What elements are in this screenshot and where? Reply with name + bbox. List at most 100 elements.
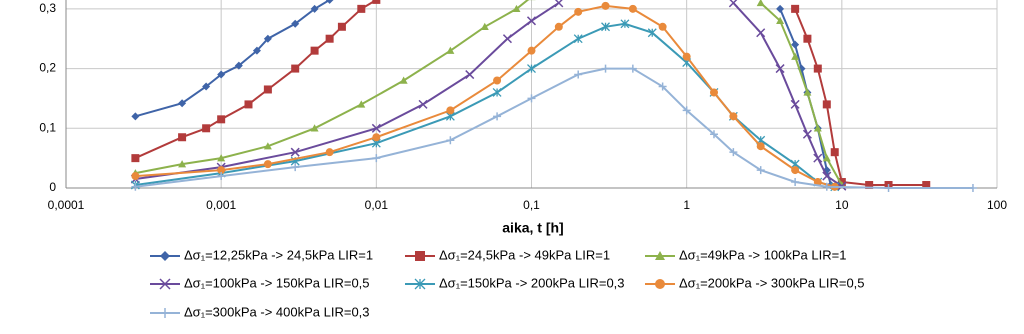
marker (574, 70, 583, 79)
marker (465, 70, 475, 80)
legend-item: Δσ₁=49kPa -> 100kPa LIR=1 (645, 247, 846, 262)
marker (371, 123, 381, 133)
marker (865, 181, 874, 190)
marker (756, 142, 765, 151)
marker (601, 22, 610, 32)
legend-text: Δσ₁=100kPa -> 150kPa LIR=0,5 (184, 275, 370, 290)
marker (776, 4, 785, 13)
marker (830, 148, 839, 157)
x-tick-label: 10 (835, 198, 849, 212)
marker (573, 34, 583, 44)
marker (802, 129, 812, 139)
marker (554, 22, 563, 31)
x-tick-label: 0,01 (365, 198, 389, 212)
marker (813, 153, 823, 163)
y-tick-label: 0,1 (39, 120, 56, 134)
marker (527, 46, 536, 55)
marker (325, 34, 334, 43)
marker (291, 64, 300, 73)
legend-item: Δσ₁=150kPa -> 200kPa LIR=0,3 (405, 275, 625, 290)
marker (655, 251, 665, 260)
marker (399, 76, 408, 84)
marker (756, 0, 765, 7)
marker (493, 112, 502, 121)
legend-item: Δσ₁=200kPa -> 300kPa LIR=0,5 (645, 275, 865, 290)
marker (178, 99, 187, 108)
legend-text: Δσ₁=12,25kPa -> 24,5kPa LIR=1 (184, 247, 373, 262)
marker (574, 7, 583, 16)
marker (325, 148, 334, 157)
marker (527, 94, 536, 103)
marker (791, 178, 800, 187)
marker (310, 124, 319, 132)
y-tick-label: 0,3 (39, 1, 56, 15)
marker (217, 154, 226, 162)
marker (682, 52, 691, 61)
x-tick-label: 1 (683, 198, 690, 212)
marker (310, 46, 319, 55)
legend-item: Δσ₁=100kPa -> 150kPa LIR=0,5 (150, 275, 370, 290)
marker (647, 28, 657, 38)
x-axis-title: aika, t [h] (502, 220, 563, 236)
marker (526, 16, 537, 26)
marker (178, 133, 187, 142)
marker (160, 251, 170, 261)
marker (502, 34, 512, 44)
y-tick-label: 0,2 (39, 61, 56, 75)
marker (728, 0, 738, 8)
marker (729, 148, 738, 157)
marker (310, 4, 319, 13)
marker (252, 46, 261, 55)
x-tick-label: 0,1 (523, 198, 540, 212)
marker (446, 46, 455, 54)
marker (813, 124, 822, 132)
marker (178, 160, 187, 168)
marker (217, 172, 226, 181)
marker (628, 4, 637, 13)
marker (414, 278, 426, 290)
marker (290, 147, 300, 157)
marker (415, 251, 425, 261)
marker (803, 34, 812, 43)
legend-text: Δσ₁=200kPa -> 300kPa LIR=0,5 (679, 275, 865, 290)
marker (217, 166, 226, 175)
x-tick-label: 0,001 (206, 198, 236, 212)
marker (217, 115, 226, 124)
marker (263, 142, 272, 150)
marker (756, 166, 765, 175)
marker (813, 64, 822, 73)
marker (791, 40, 800, 49)
marker (418, 99, 428, 109)
marker (601, 1, 610, 10)
marker (822, 100, 831, 109)
marker (791, 52, 800, 60)
marker (658, 82, 667, 91)
legend-text: Δσ₁=300kPa -> 400kPa LIR=0,3 (184, 304, 370, 319)
marker (325, 0, 334, 4)
marker (159, 278, 171, 290)
marker (131, 112, 140, 121)
marker (337, 22, 346, 31)
marker (775, 64, 785, 74)
x-tick-label: 0,0001 (48, 198, 85, 212)
legend-item: Δσ₁=24,5kPa -> 49kPa LIR=1 (405, 247, 610, 262)
marker (620, 19, 630, 29)
marker (234, 61, 243, 70)
marker (512, 4, 521, 13)
marker (217, 70, 226, 79)
marker (372, 133, 381, 142)
marker (776, 16, 785, 24)
marker (131, 154, 140, 163)
marker (803, 88, 812, 96)
marker (655, 279, 665, 289)
legend-item: Δσ₁=12,25kPa -> 24,5kPa LIR=1 (150, 247, 373, 262)
marker (791, 4, 800, 13)
marker (813, 178, 822, 187)
marker (291, 19, 300, 28)
marker (492, 87, 502, 97)
marker (493, 76, 502, 85)
marker (791, 166, 800, 175)
marker (709, 88, 718, 97)
marker (822, 171, 832, 181)
marker (446, 106, 455, 115)
